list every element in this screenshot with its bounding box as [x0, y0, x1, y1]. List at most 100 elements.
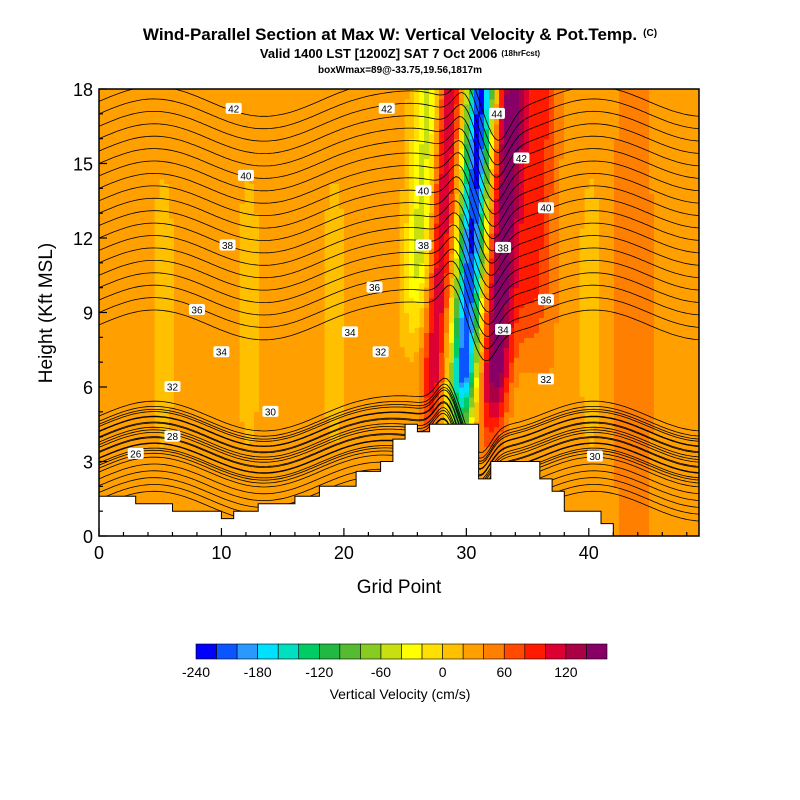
field-cell: [149, 396, 155, 403]
field-cell: [219, 233, 225, 239]
field-cell: [309, 362, 315, 368]
field-cell: [284, 287, 290, 294]
field-cell: [389, 302, 395, 309]
field-cell: [214, 292, 220, 299]
field-cell: [139, 113, 145, 120]
field-cell: [359, 103, 365, 110]
field-cell: [269, 282, 275, 289]
field-cell: [214, 218, 220, 224]
field-cell: [234, 262, 240, 269]
field-cell: [204, 297, 210, 304]
field-cell: [179, 193, 185, 199]
field-cell: [359, 277, 365, 284]
field-cell: [314, 133, 320, 140]
field-cell: [289, 203, 295, 209]
field-cell: [179, 416, 185, 423]
field-cell: [199, 168, 205, 175]
field-cell: [119, 153, 125, 160]
field-cell: [119, 406, 125, 413]
field-cell: [159, 143, 165, 150]
field-cell: [224, 267, 230, 274]
field-cell: [189, 367, 195, 373]
field-cell: [394, 153, 400, 160]
field-cell: [299, 133, 305, 140]
field-cell: [344, 98, 350, 105]
field-cell: [274, 133, 280, 140]
field-cell: [229, 272, 235, 279]
field-cell: [349, 476, 355, 482]
field-cell: [309, 476, 315, 482]
field-cell: [189, 133, 195, 140]
field-cell: [124, 362, 130, 368]
field-cell: [124, 441, 130, 448]
field-cell: [279, 382, 285, 388]
field-cell: [369, 262, 375, 269]
field-cell: [269, 123, 275, 130]
field-cell: [379, 436, 385, 443]
field-cell: [119, 193, 125, 199]
field-cell: [354, 466, 360, 473]
field-cell: [119, 238, 125, 244]
field-cell: [174, 188, 180, 194]
field-cell: [299, 481, 305, 487]
field-cell: [354, 302, 360, 309]
field-cell: [344, 257, 350, 264]
field-cell: [399, 163, 405, 170]
field-cell: [394, 133, 400, 140]
field-cell: [119, 391, 125, 398]
field-cell: [229, 377, 235, 383]
field-cell: [204, 471, 210, 477]
field-cell: [219, 213, 225, 219]
field-cell: [199, 461, 205, 468]
field-cell: [299, 391, 305, 398]
field-cell: [179, 496, 185, 502]
field-cell: [324, 98, 330, 105]
field-cell: [274, 292, 280, 299]
field-cell: [334, 143, 340, 150]
field-cell: [194, 128, 200, 135]
field-cell: [234, 411, 240, 418]
field-cell: [349, 451, 355, 458]
field-cell: [149, 223, 155, 229]
field-cell: [379, 118, 385, 125]
field-cell: [269, 382, 275, 388]
field-cell: [284, 277, 290, 284]
field-cell: [349, 357, 355, 363]
field-cell: [219, 287, 225, 294]
field-cell: [159, 89, 165, 95]
field-cell: [279, 277, 285, 284]
field-cell: [259, 401, 265, 408]
field-cell: [354, 322, 360, 328]
field-cell: [394, 208, 400, 214]
field-cell: [399, 367, 405, 373]
field-cell: [99, 377, 105, 383]
field-cell: [314, 153, 320, 160]
field-cell: [184, 431, 190, 438]
field-cell: [259, 218, 265, 224]
field-cell: [369, 203, 375, 209]
field-cell: [214, 93, 220, 100]
field-cell: [144, 188, 150, 194]
field-cell: [194, 238, 200, 244]
field-cell: [284, 367, 290, 373]
field-cell: [299, 153, 305, 160]
field-cell: [234, 213, 240, 219]
field-cell: [289, 103, 295, 110]
field-cell: [294, 108, 300, 115]
field-cell: [259, 391, 265, 398]
field-cell: [264, 257, 270, 264]
field-cell: [129, 188, 135, 194]
field-cell: [289, 262, 295, 269]
field-cell: [194, 247, 200, 254]
field-cell: [214, 282, 220, 289]
field-cell: [354, 178, 360, 184]
field-cell: [309, 228, 315, 234]
field-cell: [99, 486, 105, 492]
field-cell: [139, 496, 145, 502]
field-cell: [204, 391, 210, 398]
field-cell: [359, 203, 365, 209]
field-cell: [379, 163, 385, 170]
field-cell: [179, 342, 185, 348]
field-cell: [179, 491, 185, 497]
field-cell: [369, 153, 375, 160]
